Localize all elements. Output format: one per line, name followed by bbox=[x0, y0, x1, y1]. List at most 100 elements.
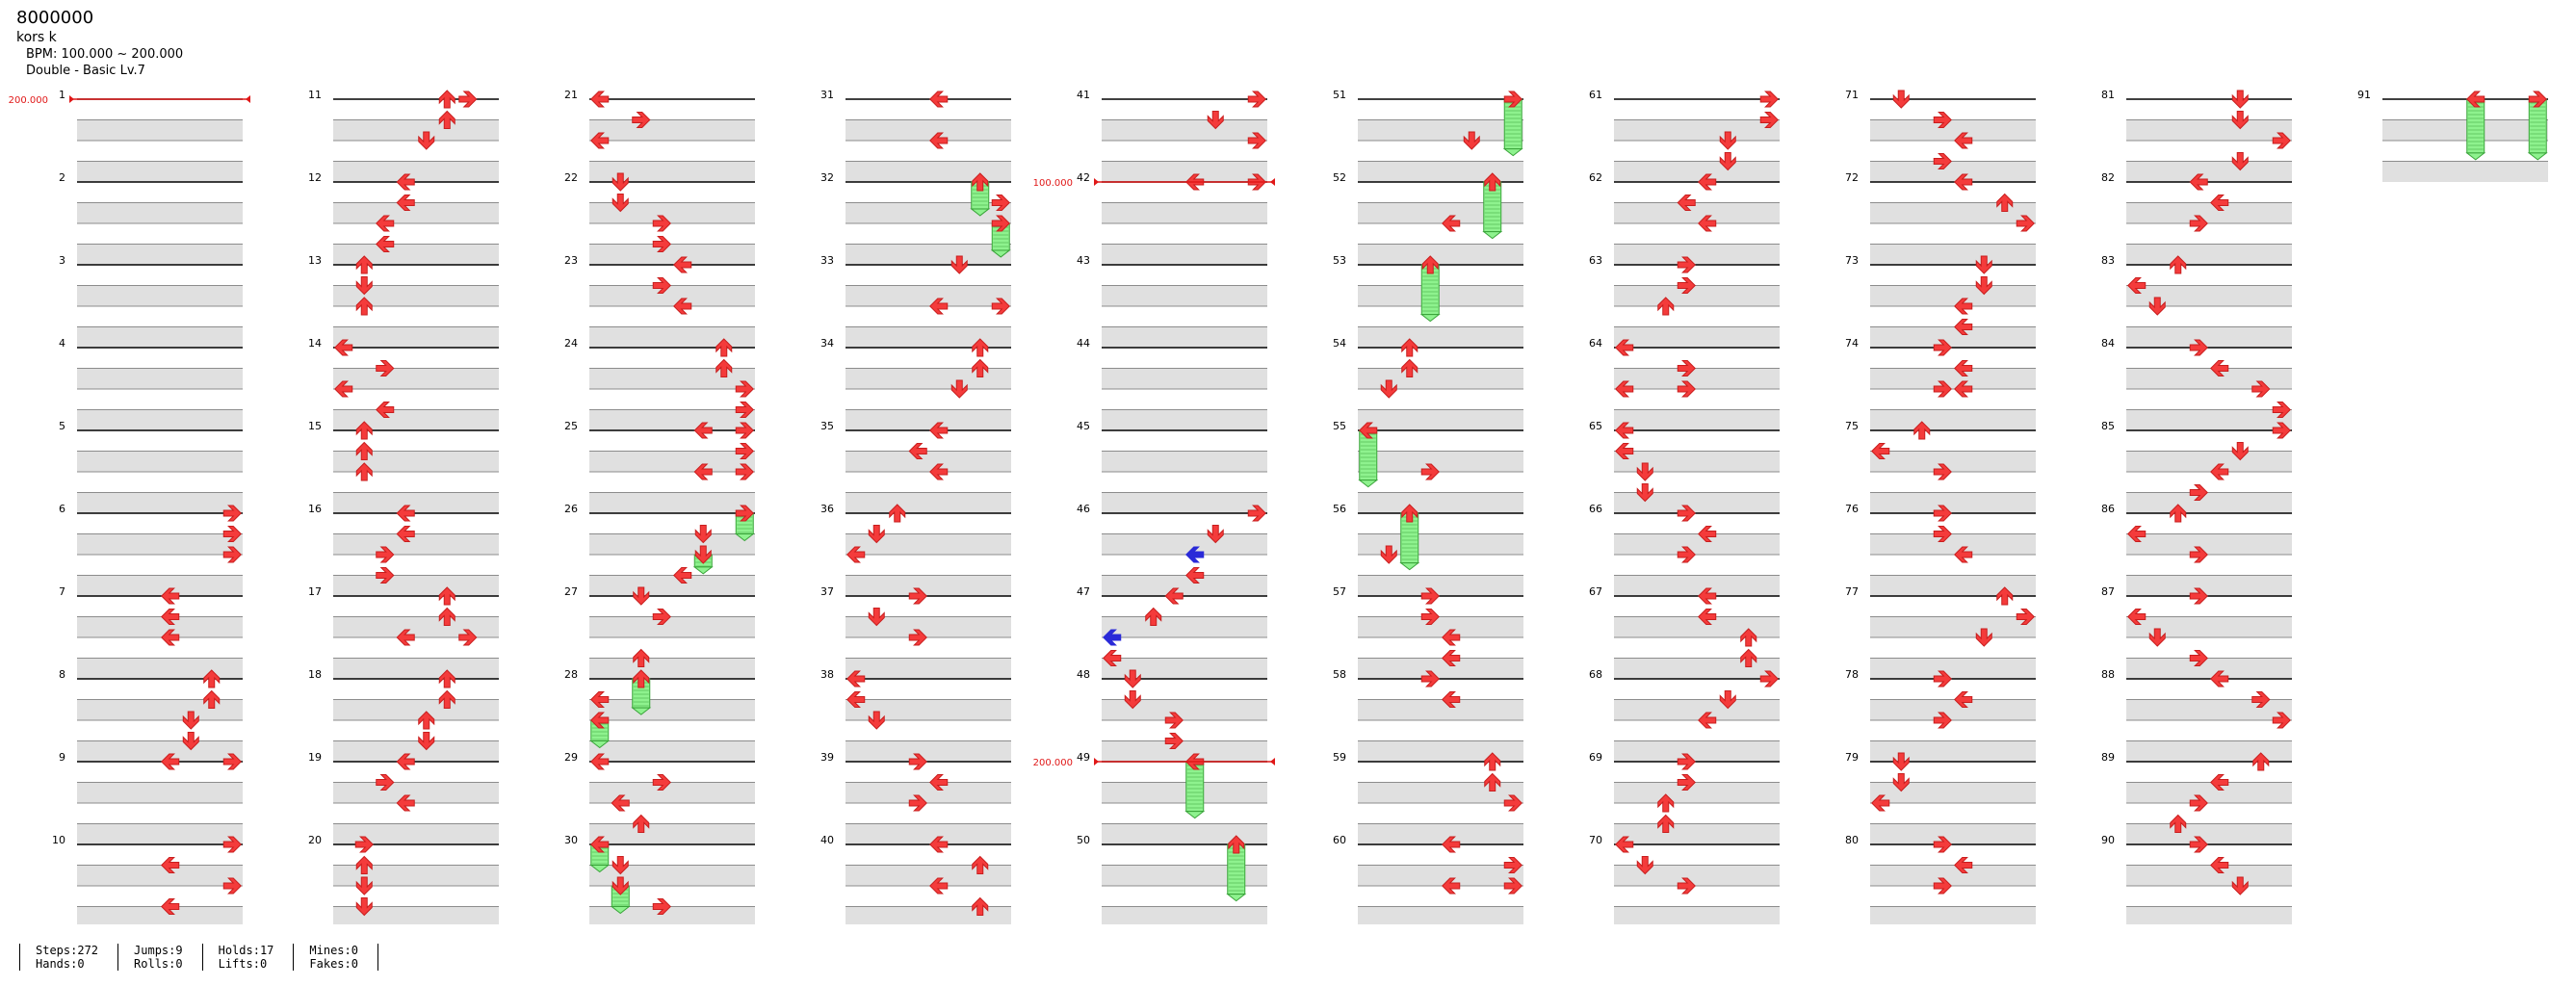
arrow-down bbox=[1380, 545, 1397, 564]
measure-9: 9 bbox=[59, 751, 243, 844]
measure-10: 10 bbox=[52, 834, 243, 924]
beat-band bbox=[1358, 533, 1523, 555]
arrow-left bbox=[1871, 443, 1890, 459]
beat-band bbox=[1614, 492, 1780, 513]
arrow-right bbox=[1933, 112, 1952, 128]
measure-5: 5 bbox=[59, 420, 243, 513]
arrow-down bbox=[1719, 690, 1736, 710]
arrow-left bbox=[2127, 277, 2147, 294]
measure-19: 19 bbox=[308, 751, 499, 844]
beat-band bbox=[1870, 782, 2036, 803]
hold-body bbox=[1358, 429, 1379, 488]
beat-band bbox=[333, 244, 499, 265]
arrow-right bbox=[652, 215, 671, 232]
beat-band bbox=[1102, 492, 1267, 513]
arrow-right bbox=[2251, 691, 2271, 708]
measure-number: 12 bbox=[308, 171, 322, 184]
arrow-left bbox=[1698, 587, 1717, 605]
arrow-left bbox=[1615, 836, 1634, 853]
measure-number: 37 bbox=[820, 585, 834, 598]
beat-band bbox=[333, 492, 499, 513]
measure-43: 43 bbox=[1077, 254, 1267, 348]
arrow-right bbox=[1677, 256, 1696, 273]
arrow-left bbox=[1698, 215, 1717, 232]
beat-band bbox=[1870, 658, 2036, 679]
beat-band bbox=[846, 285, 1011, 306]
arrow-down bbox=[1975, 255, 1992, 274]
bpm-range: BPM: 100.000 ~ 200.000 bbox=[26, 47, 184, 62]
arrow-down bbox=[1636, 856, 1653, 875]
beat-band bbox=[1614, 823, 1780, 844]
beat-band bbox=[1870, 823, 2036, 844]
measure-60: 60 bbox=[1333, 834, 1523, 924]
beat-band bbox=[77, 699, 243, 720]
arrow-right bbox=[1933, 526, 1952, 542]
beat-band bbox=[1614, 285, 1780, 306]
arrow-right bbox=[2251, 380, 2271, 398]
arrow-right bbox=[2189, 546, 2208, 563]
arrow-down bbox=[1719, 152, 1736, 171]
measure-number: 77 bbox=[1845, 585, 1859, 598]
measure-number: 91 bbox=[2357, 89, 2371, 101]
measure-3: 3 bbox=[59, 254, 243, 348]
measure-61: 61 bbox=[1589, 89, 1780, 182]
arrow-left bbox=[1954, 319, 1973, 335]
bpm-change-label: 200.000 bbox=[9, 95, 48, 106]
measure-number: 10 bbox=[52, 834, 65, 846]
measure-number: 3 bbox=[59, 254, 65, 267]
measure-17: 17 bbox=[308, 585, 499, 679]
arrow-right bbox=[991, 298, 1010, 315]
measure-62: 62 bbox=[1589, 171, 1780, 265]
arrow-down bbox=[2148, 628, 2166, 647]
arrow-left bbox=[1677, 195, 1696, 211]
measure-number: 28 bbox=[564, 668, 578, 681]
arrow-left bbox=[1615, 422, 1634, 439]
measure-number: 22 bbox=[564, 171, 578, 184]
arrow-down bbox=[1124, 669, 1141, 688]
steps-count: Steps:272 bbox=[36, 944, 99, 957]
measure-number: 78 bbox=[1845, 668, 1859, 681]
beat-band bbox=[1870, 119, 2036, 141]
beat-band bbox=[2126, 616, 2292, 637]
beat-band bbox=[2126, 658, 2292, 679]
arrow-right bbox=[2189, 794, 2208, 812]
beat-band bbox=[333, 368, 499, 389]
beat-band bbox=[1614, 782, 1780, 803]
beat-band bbox=[2126, 699, 2292, 720]
arrow-right bbox=[1677, 505, 1696, 522]
arrow-up bbox=[438, 110, 455, 129]
beat-band bbox=[1614, 533, 1780, 555]
arrow-right bbox=[1503, 91, 1522, 108]
arrow-down bbox=[355, 897, 373, 917]
beat-band bbox=[1102, 451, 1267, 472]
arrow-right bbox=[458, 91, 478, 108]
measure-number: 80 bbox=[1845, 834, 1859, 846]
measure-47: 47 bbox=[1077, 585, 1267, 679]
beat-band bbox=[333, 575, 499, 596]
beat-band bbox=[333, 740, 499, 762]
measure-number: 90 bbox=[2101, 834, 2115, 846]
arrow-up bbox=[438, 90, 455, 109]
arrow-right bbox=[1933, 712, 1952, 729]
arrow-right bbox=[1677, 774, 1696, 791]
beat-band bbox=[846, 906, 1011, 924]
measure-number: 39 bbox=[820, 751, 834, 764]
measure-14: 14 bbox=[308, 337, 499, 430]
measure-86: 86 bbox=[2101, 503, 2292, 596]
bpm-change-marker: 200.000 bbox=[9, 95, 250, 106]
hold-body bbox=[1184, 761, 1206, 819]
arrow-down bbox=[1207, 111, 1224, 130]
beat-band bbox=[2126, 740, 2292, 762]
arrow-right bbox=[1933, 877, 1952, 895]
arrow-left bbox=[590, 691, 610, 708]
difficulty-label: Double - Basic Lv.7 bbox=[26, 64, 145, 78]
beat-band bbox=[589, 782, 755, 803]
arrow-right bbox=[1420, 463, 1440, 480]
arrow-left bbox=[1871, 794, 1890, 812]
arrow-up bbox=[1145, 607, 1162, 626]
measure-59: 59 bbox=[1333, 751, 1523, 844]
arrow-right bbox=[652, 898, 671, 915]
measure-number: 42 bbox=[1077, 171, 1090, 184]
stat-group-mines: Mines:0 Fakes:0 bbox=[293, 944, 378, 971]
arrow-up bbox=[1657, 814, 1675, 833]
